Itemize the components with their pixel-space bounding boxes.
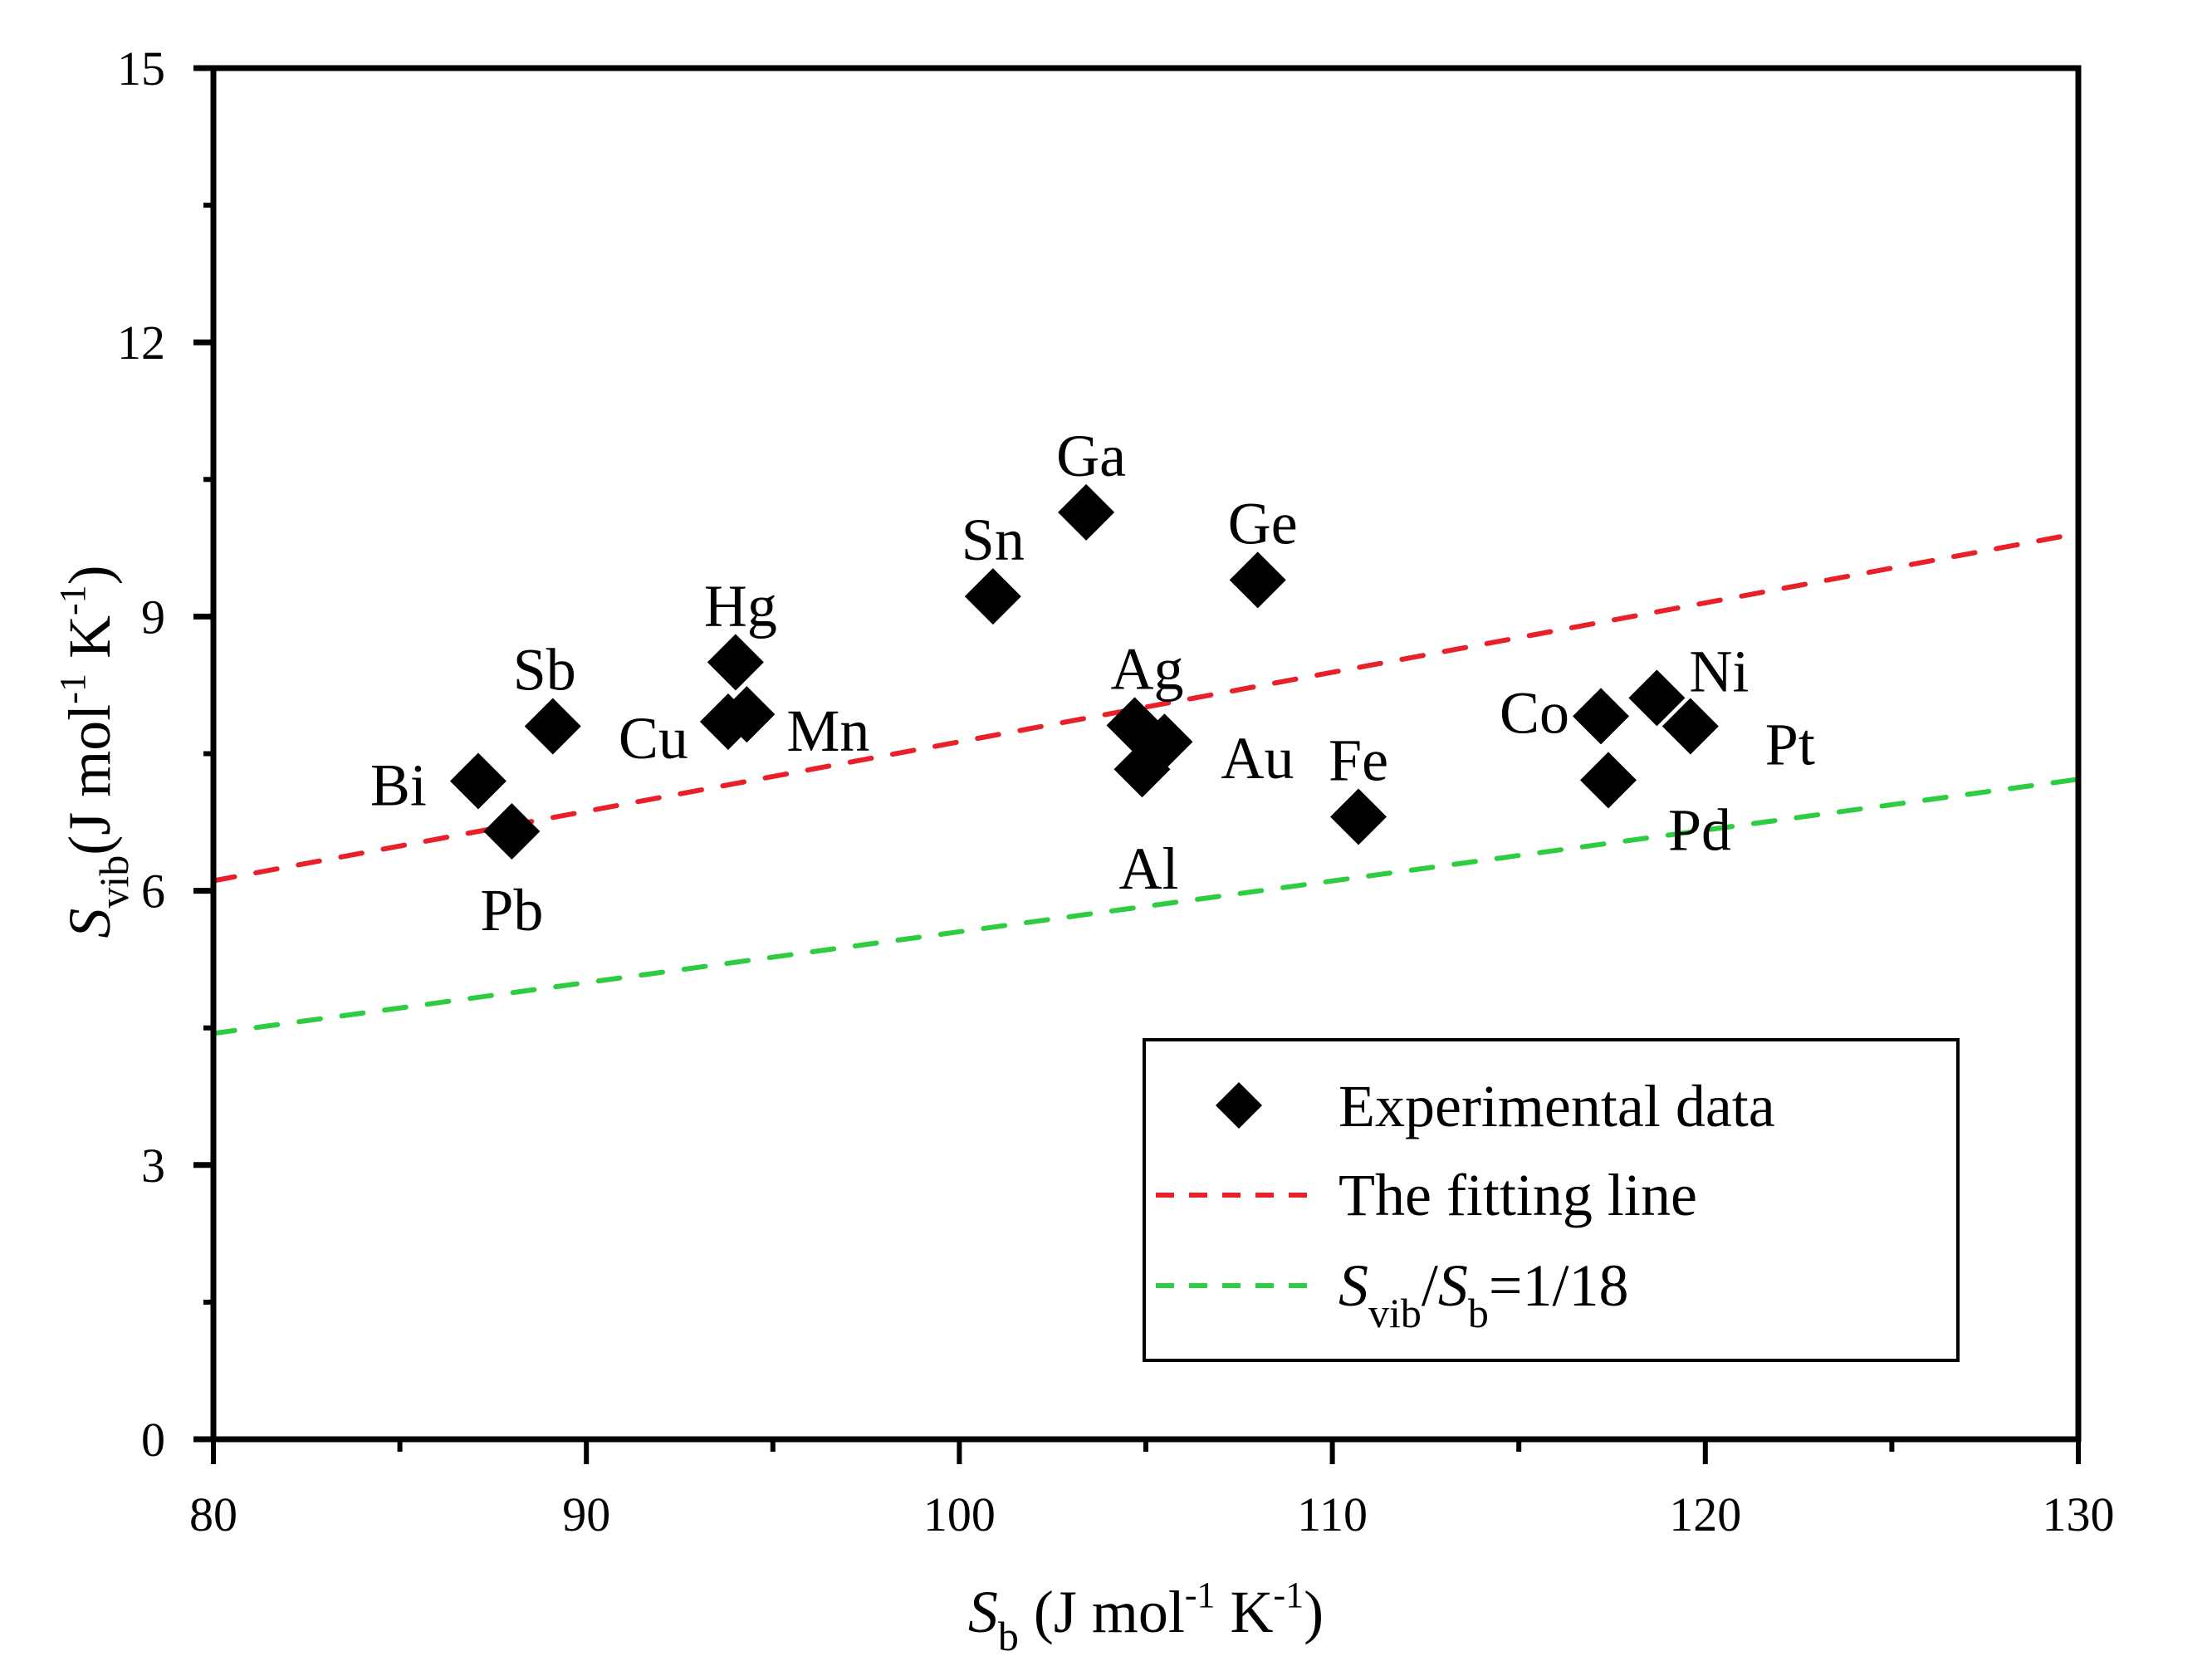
y-axis-title: Svib(J mol-1 K-1) [52, 565, 137, 938]
legend-label-ratio-line: Svib/Sb=1/18 [1338, 1252, 1629, 1336]
x-tick-label: 80 [189, 1487, 237, 1541]
legend-diamond-marker [1216, 1082, 1262, 1129]
point-label-mn: Mn [786, 698, 869, 764]
data-point-fe [1330, 788, 1387, 845]
legend-label-fitting-line: The fitting line [1338, 1162, 1697, 1228]
data-point-sn [964, 568, 1021, 625]
data-point-ga [1058, 483, 1115, 541]
data-point-pd [1580, 752, 1637, 809]
x-tick-label: 110 [1297, 1487, 1368, 1541]
point-label-au: Au [1221, 725, 1294, 791]
legend-entry-fitting-line: The fitting line [1156, 1162, 1697, 1228]
y-tick-label: 15 [117, 42, 165, 96]
point-label-pd: Pd [1668, 796, 1731, 863]
data-point-ge [1229, 551, 1286, 609]
point-label-sb: Sb [513, 636, 576, 703]
data-point-ni [1628, 669, 1686, 727]
point-label-pb: Pb [480, 877, 543, 943]
x-tick-label: 120 [1669, 1487, 1741, 1541]
data-point-sb [524, 698, 581, 755]
y-axis-ticks: 0 3 6 9 12 15 [117, 42, 213, 1467]
legend-entry-ratio-line: Svib/Sb=1/18 [1156, 1252, 1629, 1336]
point-label-ni: Ni [1689, 638, 1749, 704]
point-label-fe: Fe [1329, 727, 1388, 793]
legend-label-experimental: Experimental data [1338, 1073, 1775, 1139]
data-point-co [1573, 688, 1630, 745]
point-label-bi: Bi [370, 752, 427, 819]
data-points [449, 483, 1719, 860]
point-label-sn: Sn [962, 507, 1025, 573]
legend-entry-experimental: Experimental data [1216, 1073, 1775, 1139]
x-axis-ticks: 80 90 100 110 120 130 [189, 1439, 2115, 1541]
data-point-mn [718, 686, 776, 743]
point-label-pt: Pt [1765, 711, 1815, 777]
point-label-hg: Hg [704, 572, 777, 639]
point-label-al: Al [1119, 835, 1179, 902]
data-point-bi [449, 752, 507, 810]
point-label-co: Co [1500, 679, 1569, 746]
data-point-hg [707, 634, 764, 691]
point-label-cu: Cu [619, 705, 688, 772]
x-tick-label: 130 [2043, 1487, 2115, 1541]
legend: Experimental data The fitting line Svib/… [1143, 1038, 1960, 1362]
legend-box [1143, 1038, 1960, 1362]
data-point-pt [1661, 698, 1719, 755]
data-point-al [1113, 741, 1171, 798]
y-tick-label: 3 [141, 1139, 165, 1193]
x-tick-label: 90 [562, 1487, 610, 1541]
point-label-ga: Ga [1056, 423, 1126, 489]
y-tick-label: 6 [141, 865, 165, 919]
point-label-ag: Ag [1111, 635, 1184, 702]
ratio-line-1-18 [211, 777, 2081, 1036]
data-point-pb [483, 803, 541, 860]
y-tick-label: 12 [117, 316, 165, 370]
x-axis-title: Sb (J mol-1 K-1) [968, 1575, 1324, 1659]
x-tick-label: 100 [923, 1487, 996, 1541]
point-label-ge: Ge [1228, 490, 1298, 556]
y-tick-label: 9 [141, 590, 165, 644]
y-tick-label: 0 [141, 1413, 165, 1467]
